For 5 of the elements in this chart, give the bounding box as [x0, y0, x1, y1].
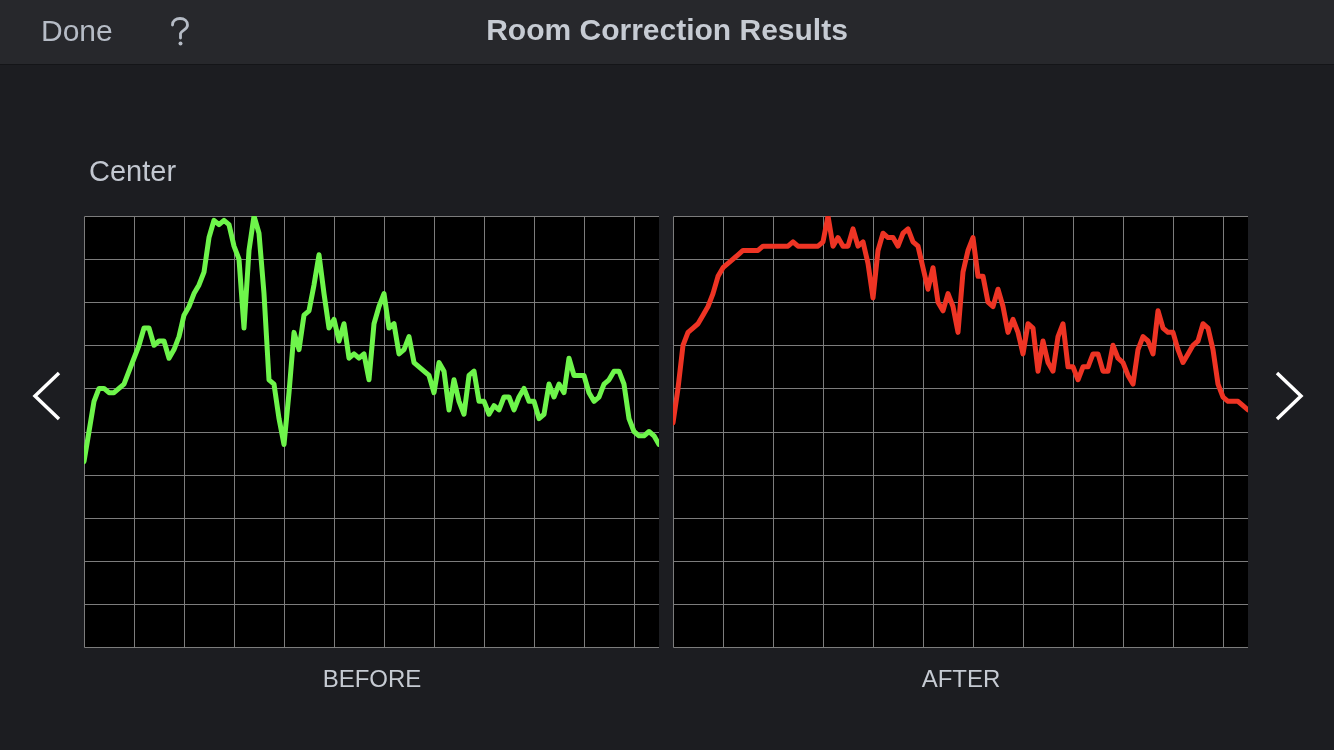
chart-subtitle: Center — [89, 155, 177, 187]
x-axis-title: AFTER — [921, 664, 1001, 692]
x-axis-title: BEFORE — [322, 664, 422, 692]
chart-title: Room Correction Results — [486, 13, 848, 47]
text: Done — [41, 14, 113, 47]
